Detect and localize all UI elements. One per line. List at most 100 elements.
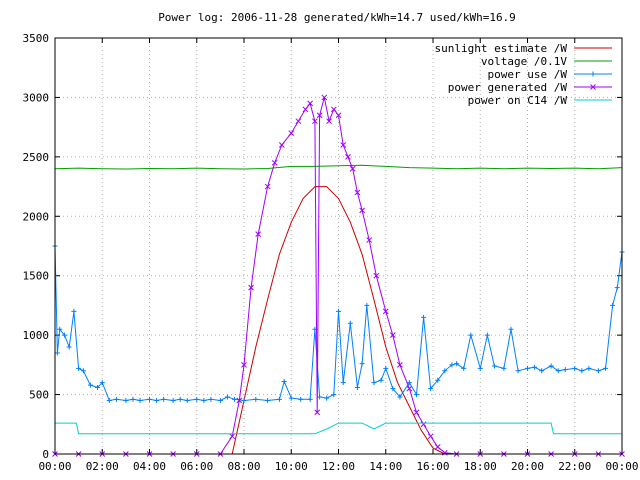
y-tick-label: 3500	[23, 32, 50, 45]
power-use-w-point	[80, 368, 86, 374]
power-generated-w-point	[330, 106, 337, 113]
power-use-w-point	[548, 363, 554, 369]
power-use-w-point	[586, 365, 592, 371]
power-use-w-point	[579, 368, 585, 374]
power-generated-w-point	[326, 118, 332, 125]
power-use-w-point	[610, 302, 616, 308]
power-generated-w-point	[354, 189, 361, 196]
x-tick-label: 04:00	[133, 460, 166, 473]
power-use-w-point	[253, 396, 259, 402]
axis-ticks: 00:00 02:00 04:00 06:00 08:00 10:00 12:00 14:00…	[23, 32, 639, 473]
x-tick-label: 06:00	[180, 460, 213, 473]
power-use-w-point	[177, 396, 183, 402]
power-use-w-point	[602, 365, 608, 371]
power-use-w-point	[87, 382, 93, 388]
power-generated-w-point	[406, 385, 413, 392]
chart-title: Power log: 2006-11-28 generated/kWh=14.7…	[158, 11, 516, 24]
power-use-w-point	[161, 396, 167, 402]
power-use-w-point	[99, 380, 105, 386]
power-use-w-point	[147, 396, 152, 402]
power-generated-w-point	[366, 237, 373, 243]
power-use-w-point	[595, 368, 601, 374]
power-use-w-point	[406, 380, 412, 386]
power-use-w-point	[95, 384, 101, 390]
power-generated-w-point	[413, 409, 420, 416]
power-on-c14-w-series	[55, 422, 622, 435]
power-generated-w-point	[345, 154, 351, 160]
power-use-w-point	[413, 392, 419, 398]
power-use-w-point	[123, 398, 129, 404]
power-use-w-point	[324, 395, 330, 401]
x-tick-label: 08:00	[227, 460, 260, 473]
power-generated-w-point	[373, 272, 380, 279]
power-use-w-point	[435, 377, 441, 383]
x-tick-label: 16:00	[416, 460, 449, 473]
power-on-c14-w-line	[55, 422, 622, 435]
power-generated-w-point	[241, 362, 247, 368]
x-tick-label: 18:00	[464, 460, 497, 473]
x-tick-label: 00:00	[605, 460, 638, 473]
power-generated-w-point	[264, 183, 271, 190]
power-use-w-point	[354, 384, 360, 390]
power-use-w-point	[217, 398, 223, 404]
voltage-0-1v-line	[54, 164, 623, 170]
power-use-w-point	[113, 396, 119, 402]
plot-frame	[54, 37, 623, 455]
y-tick-label: 2000	[23, 210, 50, 223]
x-tick-label: 12:00	[322, 460, 355, 473]
x-tick-label: 10:00	[275, 460, 308, 473]
power-use-w-point	[501, 365, 507, 371]
power-use-w-point	[76, 365, 82, 371]
x-tick-label: 00:00	[38, 460, 71, 473]
voltage-0-1v-series	[54, 164, 623, 170]
power-use-w-point	[340, 380, 346, 386]
power-use-w-point	[562, 367, 568, 373]
power-use-w-point	[390, 386, 396, 392]
power-use-w-point	[265, 398, 271, 404]
power-use-w-point	[468, 332, 474, 338]
power-use-w-point	[532, 364, 538, 370]
power-use-w-series	[52, 243, 625, 404]
power-use-w-point	[154, 398, 160, 404]
power-use-w-point	[449, 362, 455, 368]
power-use-w-point	[508, 326, 514, 332]
power-use-w-point	[276, 396, 282, 402]
power-generated-w-point	[340, 142, 347, 148]
y-tick-label: 0	[42, 448, 49, 461]
y-tick-label: 3000	[23, 91, 50, 104]
power-use-w-point	[421, 314, 427, 320]
legend-power-use-w-point	[590, 71, 596, 77]
power-use-w-point	[224, 394, 230, 400]
power-use-w-point	[307, 396, 313, 402]
power-generated-w-point	[335, 112, 342, 119]
power-use-w-point	[555, 368, 561, 374]
power-use-w-point	[201, 398, 207, 404]
power-use-w-point	[539, 368, 545, 374]
x-tick-label: 20:00	[511, 460, 544, 473]
power-use-w-point	[130, 396, 136, 402]
legend-label-voltage-0-1v: voltage /0.1V	[481, 55, 567, 68]
power-use-w-point	[371, 380, 377, 386]
power-generated-w-point	[316, 112, 323, 119]
power-generated-w-point	[321, 94, 328, 101]
legend-power-generated-w-point	[590, 84, 596, 90]
power-use-w-point	[359, 361, 365, 367]
power-generated-w-point	[359, 207, 365, 214]
power-use-w-point	[614, 285, 620, 291]
power-use-w-point	[442, 368, 448, 374]
power-generated-w-point	[434, 444, 441, 450]
power-generated-w-point	[278, 142, 285, 148]
power-use-w-point	[336, 308, 341, 314]
power-use-w-point	[378, 377, 384, 383]
power-use-w-point	[515, 368, 521, 374]
power-generated-w-point	[288, 130, 295, 136]
legend-label-power-use-w: power use /W	[488, 68, 568, 81]
power-use-w-point	[288, 395, 294, 401]
power-use-w-point	[137, 398, 143, 404]
power-use-w-point	[106, 398, 112, 404]
power-use-w-point	[461, 365, 467, 371]
power-generated-w-point	[427, 433, 434, 440]
